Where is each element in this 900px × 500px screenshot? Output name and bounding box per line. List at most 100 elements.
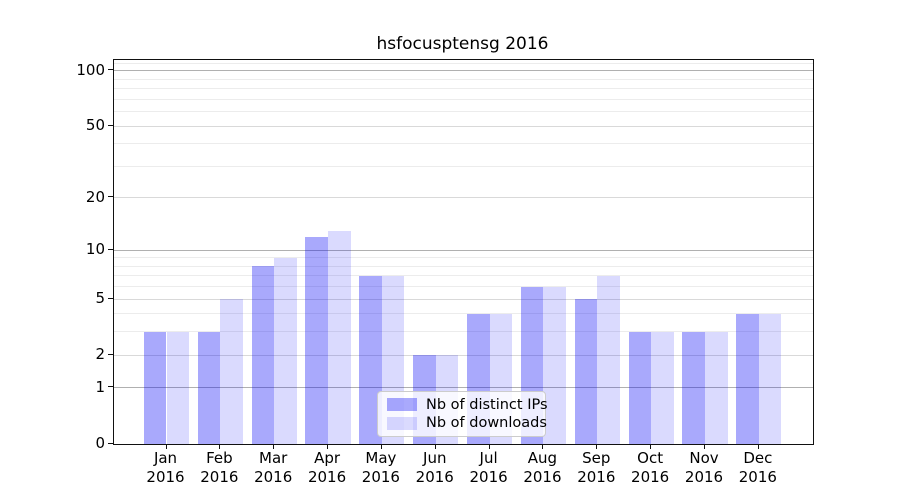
bar-dec-ips (736, 313, 759, 444)
x-tick-mark (434, 444, 436, 449)
x-tick-month: Aug (527, 449, 558, 467)
x-tick-label: Aug 2016 (510, 449, 574, 487)
x-tick-mark (165, 444, 167, 449)
x-tick-month: Jun (423, 449, 447, 467)
x-tick-year: 2016 (200, 468, 239, 486)
x-tick-mark (488, 444, 490, 449)
bar-jan-downloads (166, 331, 190, 444)
x-tick-label: Dec 2016 (726, 449, 790, 487)
bar-mar-ips (251, 266, 275, 444)
y-tick-mark (108, 196, 113, 198)
x-tick-year: 2016 (738, 468, 777, 486)
chart-title: hsfocusptensg 2016 (376, 34, 549, 54)
gridline-major (114, 387, 813, 389)
y-tick-mark (108, 353, 113, 355)
x-tick-year: 2016 (307, 468, 347, 486)
gridline-minor (114, 165, 813, 167)
y-tick-label: 50 (85, 116, 105, 135)
y-tick-label: 5 (95, 289, 105, 308)
gridline-major (114, 70, 813, 72)
bar-oct-ips (628, 331, 652, 444)
y-tick-label: 10 (85, 240, 105, 259)
gridline-minor (114, 88, 813, 90)
x-tick-mark (273, 444, 275, 449)
x-tick-month: Dec (743, 449, 773, 467)
bar-nov-downloads (705, 331, 728, 444)
gridline-minor (114, 98, 813, 100)
y-tick-mark (108, 124, 113, 126)
x-tick-mark (704, 444, 705, 449)
bar-nov-ips (682, 331, 705, 444)
gridline-minor (114, 265, 813, 267)
gridline-minor (114, 78, 813, 80)
y-tick-label: 20 (85, 187, 105, 206)
x-tick-mark (327, 444, 329, 449)
x-tick-year: 2016 (146, 468, 185, 486)
legend-swatch-distinct-ips (387, 398, 417, 412)
y-tick-label: 1 (95, 377, 105, 396)
x-tick-month: May (365, 449, 397, 467)
bar-mar-downloads (274, 257, 297, 444)
legend-label-distinct-ips: Nb of distinct IPs (426, 396, 548, 413)
gridline-minor (114, 286, 813, 288)
x-tick-month: Nov (689, 449, 719, 467)
gridline-minor (114, 62, 813, 64)
legend-label-downloads: Nb of downloads (426, 415, 547, 432)
x-tick-year: 2016 (577, 468, 616, 486)
x-tick-month: Jul (479, 449, 498, 467)
x-tick-mark (542, 444, 544, 449)
y-tick-mark (108, 297, 113, 299)
x-tick-mark (596, 444, 598, 449)
bar-sep-ips (574, 299, 598, 444)
x-tick-label: Oct 2016 (618, 449, 682, 487)
x-tick-label: Mar 2016 (241, 449, 305, 487)
x-tick-label: Jul 2016 (457, 449, 521, 487)
legend-item-distinct-ips: Nb of distinct IPs (387, 397, 548, 413)
x-tick-month: Jan (153, 449, 178, 467)
x-tick-year: 2016 (523, 468, 562, 486)
y-tick-label: 2 (95, 345, 105, 364)
gridline-major (114, 249, 813, 251)
plot-area (113, 59, 814, 445)
legend-item-downloads: Nb of downloads (387, 415, 547, 431)
gridline-minor (114, 313, 813, 315)
bar-apr-ips (305, 236, 329, 444)
x-tick-year: 2016 (684, 468, 724, 486)
bar-may-ips (359, 275, 382, 444)
gridline-mid (114, 197, 813, 199)
x-tick-label: Jan 2016 (134, 449, 198, 487)
bar-sep-downloads (597, 275, 620, 444)
x-tick-label: Feb 2016 (187, 449, 251, 487)
legend-swatch-downloads (387, 416, 417, 430)
bar-dec-downloads (758, 313, 782, 444)
bar-apr-downloads (328, 230, 351, 444)
gridline-minor (114, 257, 813, 259)
x-tick-month: Sep (582, 449, 611, 467)
y-tick-mark (108, 248, 113, 250)
y-tick-mark (108, 69, 113, 71)
y-tick-label: 100 (76, 60, 105, 79)
y-tick-mark (108, 386, 113, 388)
x-tick-year: 2016 (361, 468, 400, 486)
bar-feb-downloads (220, 299, 243, 444)
x-tick-month: Feb (206, 449, 233, 467)
x-tick-mark (380, 444, 382, 449)
x-tick-mark (757, 444, 759, 449)
x-tick-mark (219, 444, 221, 449)
x-tick-label: May 2016 (349, 449, 413, 487)
gridline-mid (114, 298, 813, 300)
y-tick-label: 0 (95, 434, 105, 452)
x-tick-label: Sep 2016 (564, 449, 628, 487)
bar-jan-ips (143, 331, 167, 444)
x-tick-year: 2016 (254, 468, 293, 486)
x-tick-year: 2016 (415, 468, 454, 486)
x-tick-mark (650, 444, 652, 449)
bar-feb-ips (197, 331, 221, 444)
y-tick-mark (108, 442, 113, 444)
x-tick-month: Oct (637, 449, 664, 467)
bar-oct-downloads (651, 331, 674, 444)
gridline-minor (114, 275, 813, 277)
gridline-minor (114, 331, 813, 333)
x-tick-label: Nov 2016 (672, 449, 736, 487)
